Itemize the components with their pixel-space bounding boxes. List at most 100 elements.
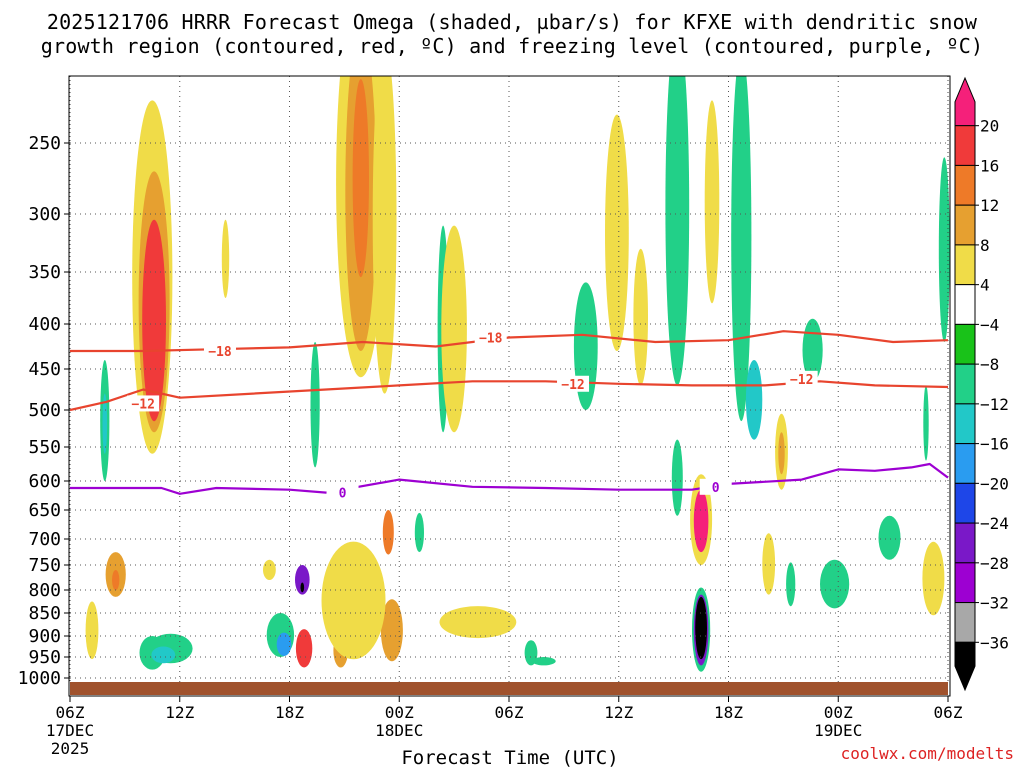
omega-cell-47 [778, 432, 785, 475]
omega-cell-28 [441, 225, 467, 433]
y-tick-label-950: 950 [28, 647, 61, 668]
omega-cell-2 [102, 393, 108, 454]
colorbar-segment-13 [954, 602, 976, 643]
colorbar-label-13: −36 [980, 633, 1009, 652]
temperature-contours: −18 −18 −12 −12 −12 0 0 [70, 329, 949, 502]
omega-cell-15 [295, 565, 310, 595]
omega-cell-12 [263, 559, 276, 581]
x-axis-label: Forecast Time (UTC) [401, 747, 618, 768]
colorbar-label-9: −20 [980, 474, 1009, 493]
omega-cell-37 [671, 439, 683, 516]
omega-cell-16 [300, 582, 305, 593]
colorbar-label-3: 8 [980, 236, 990, 255]
y-tick-label-1000: 1000 [18, 668, 61, 689]
contour-label-bg-3 [557, 375, 590, 392]
omega-cell-10 [151, 646, 176, 664]
x-tick-date-42: 19DEC [814, 721, 862, 740]
colorbar: 20 16 12 8 4 −4 −8 −12 −16 −20 −24 −28 −32 −36 [954, 76, 1009, 692]
omega-cell-11 [221, 219, 230, 298]
contour-label-bg-0 [203, 343, 236, 359]
omega-cell-53 [922, 541, 945, 616]
omega-cell-32 [531, 657, 556, 666]
omega-cell-18 [310, 342, 320, 468]
omega-cell-0 [85, 601, 99, 660]
colorbar-segment-4 [954, 244, 976, 286]
contour-label-bg-2 [127, 395, 160, 412]
colorbar-segment-9 [954, 443, 976, 484]
x-tick-label-30: 12Z [604, 703, 633, 722]
omega-cell-49 [786, 562, 796, 607]
y-tick-label-750: 750 [28, 555, 61, 576]
y-tick-label-300: 300 [28, 204, 61, 225]
contour-label-bg-4 [785, 370, 818, 387]
omega-shading [85, 76, 950, 672]
y-tick-label-850: 850 [28, 603, 61, 624]
omega-cell-7 [142, 219, 167, 422]
y-tick-label-400: 400 [28, 314, 61, 335]
omega-cell-24 [382, 510, 394, 555]
omega-cell-43 [704, 100, 720, 304]
colorbar-segment-14 [954, 641, 976, 692]
x-tick-date-0: 17DEC [46, 721, 94, 740]
omega-cell-23 [372, 76, 397, 394]
y-tick-label-450: 450 [28, 359, 61, 380]
y-tick-label-800: 800 [28, 580, 61, 601]
omega-cell-22 [352, 79, 369, 278]
omega-cell-55 [923, 385, 929, 461]
contour-label-0: −18 [208, 345, 232, 360]
omega-cell-50 [820, 559, 850, 609]
omega-cell-25 [380, 599, 403, 662]
contour-label-bg-6 [699, 478, 732, 495]
contour-label-bg-1 [474, 329, 507, 346]
colorbar-label-8: −16 [980, 435, 1009, 454]
y-tick-label-650: 650 [28, 500, 61, 521]
contour-label-3: −12 [561, 378, 584, 393]
x-tick-label-48: 06Z [934, 703, 963, 722]
credit-text: coolwx.com/modelts [840, 744, 1014, 763]
colorbar-segment-3 [954, 204, 976, 246]
x-tick-label-24: 06Z [495, 703, 524, 722]
chart-title-line-1: 2025121706 HRRR Forecast Omega (shaded, … [46, 10, 978, 34]
colorbar-segment-0 [954, 76, 976, 127]
y-tick-label-500: 500 [28, 400, 61, 421]
contour-label-bg-5 [326, 484, 359, 501]
colorbar-label-4: 4 [980, 276, 990, 295]
colorbar-label-1: 16 [980, 156, 999, 175]
x-tick-label-0: 06Z [56, 703, 85, 722]
omega-cell-52 [878, 515, 901, 560]
colorbar-label-10: −24 [980, 514, 1009, 533]
omega-cell-34 [605, 114, 629, 351]
colorbar-label-6: −8 [980, 355, 999, 374]
y-tick-label-900: 900 [28, 626, 61, 647]
omega-cell-48 [762, 533, 776, 595]
y-tick-label-250: 250 [28, 133, 61, 154]
colorbar-label-2: 12 [980, 196, 999, 215]
colorbar-segment-7 [954, 363, 976, 405]
colorbar-segment-10 [954, 482, 976, 524]
x-tick-label-42: 00Z [824, 703, 853, 722]
x-tick-label-12: 18Z [275, 703, 304, 722]
x-tick-year-0: 2025 [51, 739, 90, 758]
colorbar-segment-6 [954, 323, 976, 365]
colorbar-segment-5 [954, 284, 976, 325]
y-tick-label-700: 700 [28, 529, 61, 550]
chart-title-line-2: growth region (contoured, red, ºC) and f… [40, 34, 984, 58]
omega-cell-17 [295, 629, 313, 668]
colorbar-label-12: −32 [980, 594, 1009, 613]
contour-label-1: −18 [479, 332, 503, 347]
colorbar-segment-11 [954, 522, 976, 564]
omega-cell-42 [695, 596, 707, 660]
y-tick-label-600: 600 [28, 471, 61, 492]
omega-cell-39 [693, 489, 709, 553]
contour-label-6: 0 [712, 481, 720, 496]
x-tick-label-18: 00Z [385, 703, 414, 722]
omega-cell-4 [112, 570, 120, 590]
omega-cell-26 [321, 541, 386, 660]
omega-cell-45 [745, 360, 763, 440]
colorbar-segment-12 [954, 562, 976, 604]
x-tick-date-18: 18DEC [375, 721, 423, 740]
x-tick-label-36: 18Z [714, 703, 743, 722]
colorbar-label-5: −4 [980, 315, 999, 334]
